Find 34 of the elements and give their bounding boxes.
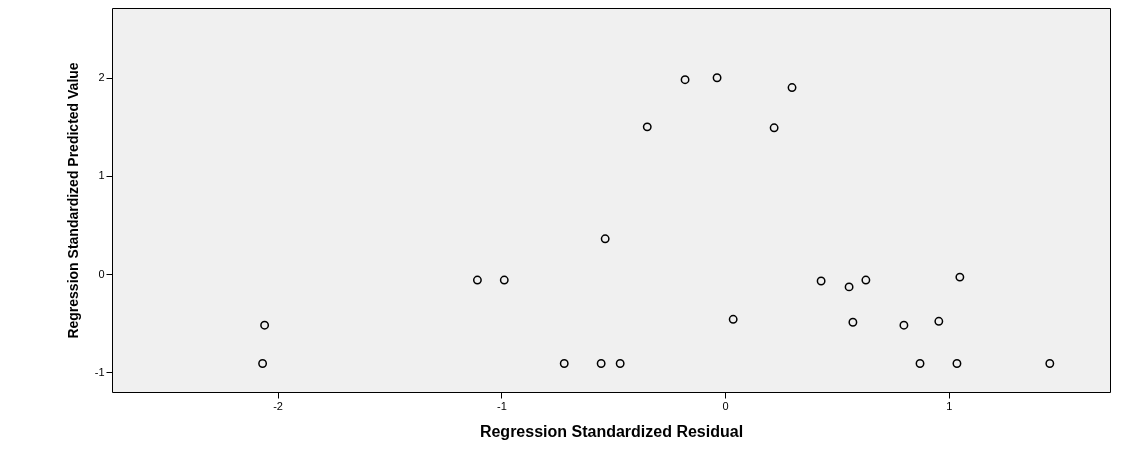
point [680, 75, 690, 85]
point [260, 320, 270, 330]
x-tick-label: 1 [946, 399, 953, 412]
point [712, 73, 722, 83]
point [1045, 359, 1055, 368]
point [952, 359, 962, 368]
point [615, 359, 625, 368]
point [769, 123, 779, 133]
point [559, 359, 569, 368]
y-tick-label: -1 [94, 365, 105, 378]
point [787, 83, 797, 92]
y-tick-label: 1 [98, 169, 105, 182]
point [899, 320, 909, 330]
point [472, 275, 482, 285]
point [258, 359, 268, 368]
y-tick-label: 2 [98, 71, 105, 84]
point [955, 272, 965, 282]
point [596, 359, 606, 368]
point [642, 122, 652, 132]
x-axis-title: Regression Standardized Residual [479, 422, 744, 440]
y-axis-title: Regression Standardized Predicted Value [64, 62, 81, 339]
point [861, 275, 871, 285]
y-tick-label: 0 [98, 267, 105, 280]
point [499, 275, 509, 285]
point [600, 234, 610, 244]
point [728, 314, 738, 324]
point [816, 276, 826, 286]
x-tick-label: -1 [496, 399, 507, 412]
point [915, 359, 925, 368]
x-tick-label: -2 [273, 399, 283, 412]
point [848, 317, 858, 327]
x-tick-label: 0 [722, 399, 729, 412]
point [934, 316, 944, 326]
point [844, 282, 854, 292]
